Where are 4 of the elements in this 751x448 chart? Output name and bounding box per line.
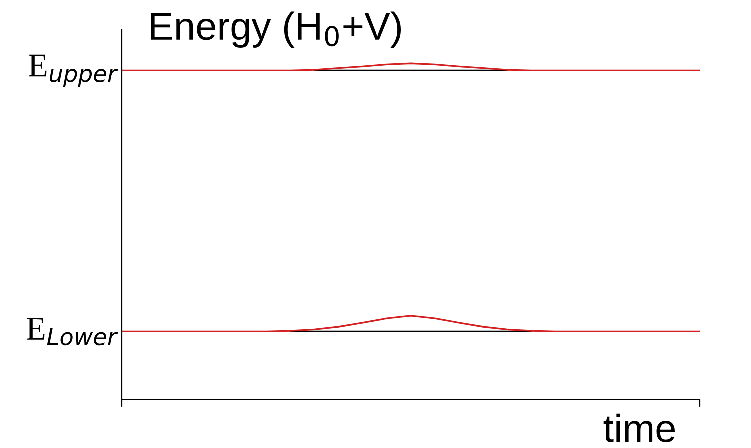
text: E$_{Lower}$ [26, 318, 118, 346]
text: E$_{upper}$ [28, 54, 118, 87]
x-axis-title: time [604, 414, 676, 442]
chart-title: Energy (H$_{0}$+V) [151, 12, 401, 48]
